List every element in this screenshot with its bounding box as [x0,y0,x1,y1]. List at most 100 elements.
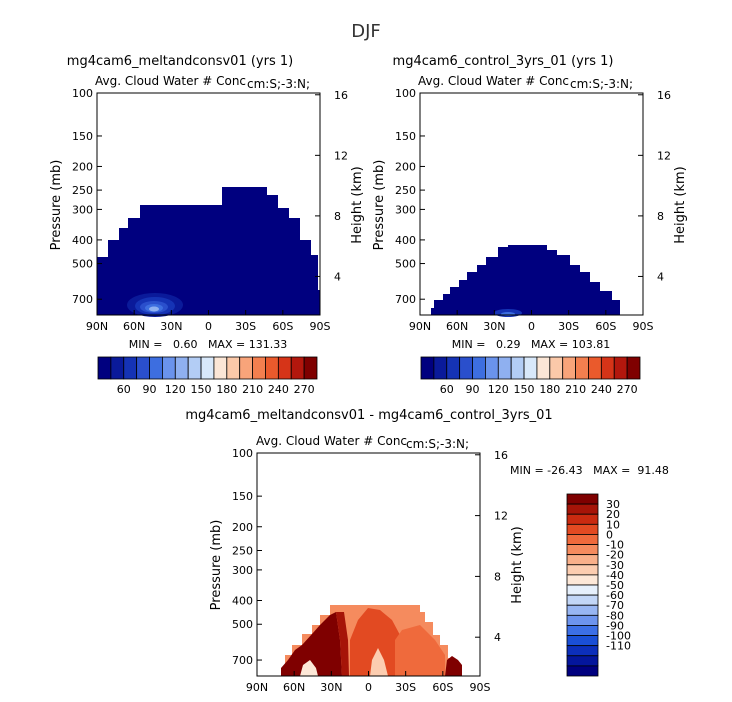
p2-cbar-swatch [459,356,473,380]
p3-yrtick-label: 16 [494,449,508,462]
p2-yrtick-label: 8 [657,210,664,223]
p3-cbar-swatch [566,614,599,626]
p2-cbar-label: 270 [617,383,638,396]
panel-3: mg4cam6_meltandconsv01 - mg4cam6_control… [185,408,669,694]
p2-ytick-label: 150 [395,130,416,143]
panel-2-domain-fill [431,245,620,315]
panel-3-field [281,605,462,676]
p1-xtick-label: 60N [123,320,145,333]
p1-ytick-label: 100 [72,87,93,100]
p2-ytick-label: 250 [395,184,416,197]
p1-ytick-label: 700 [72,293,93,306]
p1-xtick-label: 90N [86,320,108,333]
p1-ytick-label: 300 [72,203,93,216]
p1-yrtick-label: 8 [334,210,341,223]
p1-cbar-swatch [174,356,189,380]
p3-cbar-swatch [566,574,599,586]
p1-cbar-swatch [200,356,215,380]
panel-1-xaxis: 90N 60N 30N 0 30S 60S 90S [86,310,331,333]
p2-cbar-label: 120 [488,383,509,396]
p3-cbar-label: -40 [606,569,624,582]
p2-ytick-label: 100 [395,87,416,100]
panel-3-subtitle-right: cm:S;-3:N; [406,437,469,451]
panel-2-ylabel: Pressure (mb) [372,160,387,251]
p2-yrtick-label: 16 [657,89,671,102]
panel-3-region-b [395,625,445,676]
p3-cbar-label: -110 [606,640,631,653]
panel-1-subtitle-left: Avg. Cloud Water # Conc [95,74,246,88]
p2-cbar-swatch [420,356,435,380]
panel-2-ylabel-right: Height (km) [673,166,688,243]
p2-ytick-label: 400 [395,234,416,247]
p1-cbar-swatch [303,356,318,380]
p3-cbar-swatch [566,635,599,647]
p1-cbar-label: 210 [242,383,263,396]
p2-yrtick-label: 4 [657,270,664,283]
panel-2-yaxis-right: 16 12 8 4 [638,89,671,283]
p3-cbar-swatch [566,544,599,556]
p2-cbar-label: 90 [466,383,480,396]
p1-cbar-label: 180 [216,383,237,396]
panel-3-region-c [370,648,388,676]
p2-cbar-swatch [523,356,538,380]
p2-cbar-swatch [588,356,602,380]
p2-cbar-swatch [510,356,525,380]
p2-cbar-label: 240 [591,383,612,396]
p3-xtick-label: 60N [283,681,305,694]
p1-cbar-swatch [136,356,150,380]
panel-1-stats: MIN = 0.60 MAX = 131.33 [129,338,287,351]
p3-cbar-label: -10 [606,539,624,552]
p2-xtick-label: 90N [409,320,431,333]
panel-1-domain-fill [97,187,320,315]
p1-cbar-swatch [123,356,138,380]
p3-xtick-label: 60S [432,681,453,694]
p3-xtick-label: 90S [470,681,491,694]
p2-ytick-label: 500 [395,258,416,271]
p1-cbar-swatch [290,356,305,380]
panel-3-region-e [336,612,349,676]
p1-cbar-swatch [149,356,163,380]
p2-cbar-swatch [446,356,461,380]
p2-cbar-label: 60 [440,383,454,396]
p2-cbar-swatch [433,356,448,380]
panel-3-region-d [281,612,342,676]
p3-cbar-swatch [566,564,599,576]
p2-cbar-swatch [536,356,551,380]
p3-yrtick-label: 8 [494,570,501,583]
p1-cbar-label: 90 [143,383,157,396]
p3-ytick-label: 500 [232,618,253,631]
p1-cbar-label: 240 [268,383,289,396]
p1-cbar-label: 60 [117,383,131,396]
panel-2-colorbar: 60 90 120 150 180 210 240 270 [420,356,641,396]
p1-yrtick-label: 16 [334,89,348,102]
p2-cbar-swatch [472,356,486,380]
panel-1-subtitle-right: cm:S;-3:N; [247,77,310,91]
p1-ytick-label: 250 [72,184,93,197]
panel-1-ylabel: Pressure (mb) [49,160,64,251]
p3-cbar-label: -100 [606,630,631,643]
p3-cbar-label: -50 [606,579,624,592]
panel-3-subtitle-left: Avg. Cloud Water # Conc [256,434,407,448]
p3-ytick-label: 300 [232,564,253,577]
p2-cbar-swatch [626,356,641,380]
p3-ytick-label: 250 [232,544,253,557]
p1-xtick-label: 90S [310,320,331,333]
p2-ytick-label: 700 [395,293,416,306]
p3-cbar-label: 10 [606,518,620,531]
p3-xtick-label: 90N [246,681,268,694]
p1-xtick-label: 0 [205,320,212,333]
p1-yrtick-label: 12 [334,149,348,162]
p3-xtick-label: 0 [365,681,372,694]
p2-cbar-label: 210 [565,383,586,396]
p3-cbar-swatch [566,604,599,616]
p1-xtick-label: 30S [235,320,256,333]
panel-2-subtitle-right: cm:S;-3:N; [570,77,633,91]
p1-ytick-label: 500 [72,258,93,271]
p2-xtick-label: 0 [528,320,535,333]
p3-ytick-label: 200 [232,521,253,534]
panel-3-yaxis-right: 16 12 8 4 [475,449,508,644]
p3-cbar-swatch [566,655,599,667]
p1-cbar-swatch [226,356,241,380]
p1-cbar-swatch [110,356,125,380]
p3-cbar-swatch [566,625,599,636]
